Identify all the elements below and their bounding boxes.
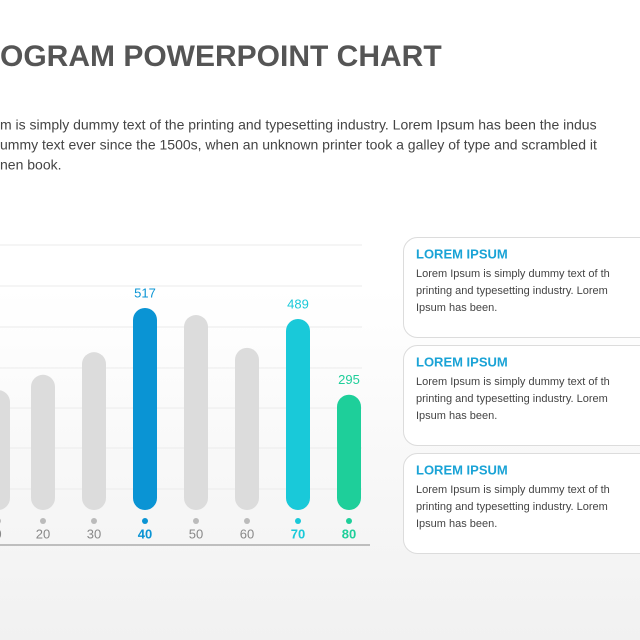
card-text: printing and typesetting industry. Lorem [416,285,608,297]
bar [337,394,361,510]
value-label: 489 [287,296,309,311]
x-tick-label: 70 [291,526,305,541]
x-tick-label: 30 [87,526,101,541]
category-dot [193,518,199,524]
card-text: Lorem Ipsum is simply dummy text of th [416,376,610,388]
card-title: LOREM IPSUM [416,462,508,477]
bar [133,308,157,510]
card [403,237,640,338]
bar [82,352,106,510]
x-tick-label: 80 [342,526,356,541]
x-tick-label: 50 [189,526,203,541]
x-tick-label: 20 [36,526,50,541]
card-text: Ipsum has been. [416,410,497,422]
card-text: Lorem Ipsum is simply dummy text of th [416,268,610,280]
card-title: LOREM IPSUM [416,354,508,369]
x-tick-label: 40 [138,526,152,541]
category-dot [0,518,1,524]
category-dot [295,518,301,524]
bar [235,347,259,510]
card-text: Ipsum has been. [416,302,497,314]
card-text: Ipsum has been. [416,518,497,530]
card [403,345,640,446]
card-text: printing and typesetting industry. Lorem [416,393,608,405]
x-tick-label: 0 [0,526,2,541]
x-tick-label: 60 [240,526,254,541]
value-label: 517 [134,285,156,300]
bar [286,318,310,510]
category-dot [91,518,97,524]
intro-line: ummy text ever since the 1500s, when an … [0,137,597,153]
card-text: Lorem Ipsum is simply dummy text of th [416,484,610,496]
card-text: printing and typesetting industry. Lorem [416,501,608,513]
bar [31,374,55,510]
bar [0,390,10,510]
guides [0,244,362,490]
card-title: LOREM IPSUM [416,246,508,261]
category-dot [142,518,148,524]
bar [184,315,208,510]
category-dot [40,518,46,524]
category-dot [346,518,352,524]
intro-line: m is simply dummy text of the printing a… [0,117,597,133]
slide-title: OGRAM POWERPOINT CHART [0,40,442,73]
category-dot [244,518,250,524]
value-label: 295 [338,372,360,387]
intro-line: nen book. [0,157,62,173]
card [403,453,640,554]
